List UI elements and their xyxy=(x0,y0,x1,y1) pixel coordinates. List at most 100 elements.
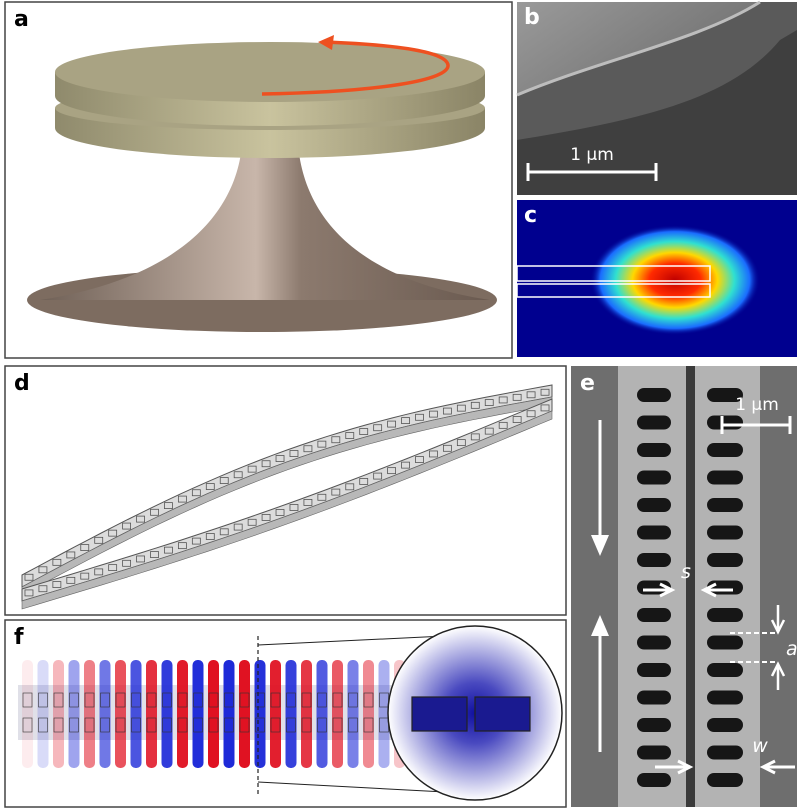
hole xyxy=(637,745,671,760)
hole xyxy=(52,558,62,566)
waveguide-outline xyxy=(516,283,711,298)
hole xyxy=(286,717,296,733)
hole xyxy=(100,717,110,733)
stripe xyxy=(22,660,33,768)
hole xyxy=(136,515,145,523)
hole xyxy=(637,635,671,650)
stripe xyxy=(146,660,157,768)
stripe xyxy=(316,660,328,768)
hole xyxy=(707,388,743,402)
stripe xyxy=(270,660,281,768)
hole xyxy=(193,692,203,708)
hole xyxy=(66,551,76,559)
hole xyxy=(637,718,671,732)
hole xyxy=(208,717,219,733)
hole xyxy=(164,546,173,554)
hole xyxy=(359,478,369,485)
stripe xyxy=(161,660,173,768)
hole xyxy=(80,572,90,580)
hole xyxy=(498,421,508,429)
hole xyxy=(498,396,508,404)
hole xyxy=(456,439,466,447)
hole xyxy=(136,555,145,563)
beams xyxy=(21,384,553,610)
arrow-head xyxy=(591,535,609,556)
hole xyxy=(66,576,76,584)
pedestal xyxy=(40,145,490,300)
hole xyxy=(94,568,104,576)
hole xyxy=(429,450,438,458)
holes xyxy=(637,388,743,787)
hole xyxy=(637,388,671,402)
hole xyxy=(270,692,281,708)
hole xyxy=(261,460,271,468)
hole xyxy=(637,553,671,567)
hole xyxy=(233,523,243,531)
hole xyxy=(707,415,743,430)
stripe xyxy=(68,660,80,768)
hole xyxy=(637,443,671,457)
dimension-arrows xyxy=(655,759,795,775)
hole xyxy=(146,717,157,733)
hole xyxy=(348,717,358,733)
hole xyxy=(442,444,452,452)
panel-label: a xyxy=(14,7,29,32)
hole xyxy=(24,573,34,581)
hole xyxy=(317,692,327,708)
hole xyxy=(707,718,743,732)
hole xyxy=(69,692,79,708)
hole xyxy=(205,533,215,540)
hole xyxy=(52,581,62,588)
dimension-arrows xyxy=(770,605,786,690)
arrow-head xyxy=(591,615,609,636)
hole xyxy=(219,528,229,536)
hole xyxy=(317,440,327,448)
hole xyxy=(38,717,48,733)
hole xyxy=(637,773,671,787)
hole xyxy=(401,461,410,469)
hole xyxy=(208,692,219,708)
hole xyxy=(219,477,229,484)
scale-label: 1 μm xyxy=(735,395,779,415)
hole xyxy=(363,717,374,733)
hole xyxy=(177,717,188,733)
hole xyxy=(317,717,327,733)
hole xyxy=(359,428,369,435)
gap xyxy=(686,366,695,807)
hole xyxy=(470,433,480,441)
hole xyxy=(122,522,132,530)
hole xyxy=(637,690,671,705)
hole xyxy=(224,717,234,733)
hole xyxy=(707,498,743,512)
hole xyxy=(707,525,743,540)
hole xyxy=(707,635,743,650)
scale-label: 1 μm xyxy=(570,145,614,165)
disk-rim xyxy=(516,0,761,97)
hole xyxy=(301,717,312,733)
hole xyxy=(131,717,141,733)
hole xyxy=(707,773,743,787)
panel-label: c xyxy=(524,203,537,228)
hole xyxy=(177,692,188,708)
hole xyxy=(456,404,466,412)
hole xyxy=(707,580,743,595)
stripe xyxy=(285,660,297,768)
hole xyxy=(239,717,250,733)
arrow-head xyxy=(318,35,334,50)
hole xyxy=(289,504,299,511)
panel-label: d xyxy=(14,371,30,396)
hole xyxy=(637,663,671,677)
hole xyxy=(233,471,243,479)
hole xyxy=(415,456,424,463)
hole xyxy=(108,564,118,572)
hole xyxy=(332,692,343,708)
hole xyxy=(38,585,48,593)
hole xyxy=(303,499,313,506)
disk-shadow xyxy=(517,30,797,195)
hole xyxy=(637,608,671,622)
hole xyxy=(115,692,126,708)
hole xyxy=(270,717,281,733)
zoom-line xyxy=(257,781,446,793)
hole xyxy=(540,404,550,412)
hole xyxy=(484,427,494,435)
